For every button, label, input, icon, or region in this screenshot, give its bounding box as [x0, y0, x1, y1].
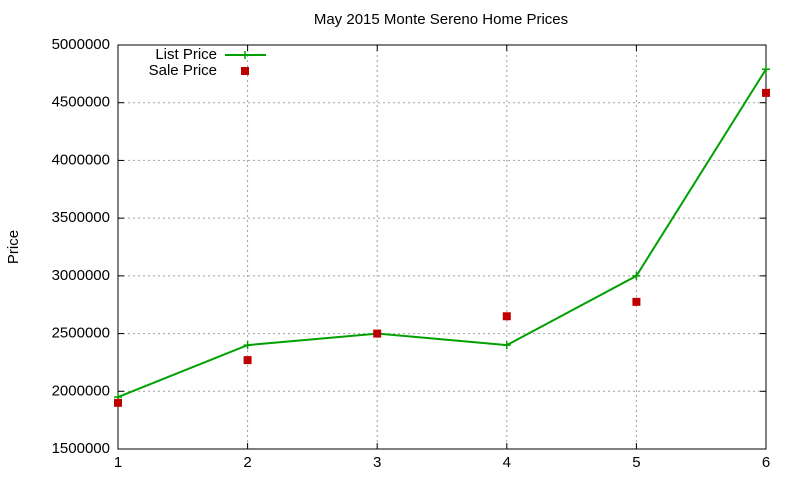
legend-label: Sale Price [149, 62, 217, 79]
y-tick-label: 5000000 [52, 36, 110, 53]
x-tick-label: 6 [762, 454, 770, 471]
point [632, 297, 641, 306]
y-tick-label: 2500000 [52, 325, 110, 342]
series-line [117, 68, 767, 398]
legend-marker [241, 51, 249, 59]
point [502, 341, 511, 350]
chart-title: May 2015 Monte Sereno Home Prices [314, 11, 568, 28]
x-tick-label: 2 [243, 454, 251, 471]
point [243, 341, 252, 350]
y-tick-label: 2000000 [52, 382, 110, 399]
point [502, 312, 511, 321]
point [114, 398, 122, 407]
y-tick-label: 3500000 [52, 209, 110, 226]
legend-label: List Price [155, 46, 217, 63]
y-axis-label: Price [5, 230, 22, 264]
point [762, 88, 770, 97]
plot-border [117, 44, 767, 450]
point [243, 356, 252, 365]
x-tick-label: 4 [503, 454, 511, 471]
point [762, 65, 770, 74]
y-tick-label: 4000000 [52, 151, 110, 168]
y-tick-label: 1500000 [52, 440, 110, 457]
point [373, 329, 382, 338]
x-tick-label: 3 [373, 454, 381, 471]
legend-marker [241, 67, 249, 75]
x-tick-label: 1 [114, 454, 122, 471]
x-tick-label: 5 [632, 454, 640, 471]
y-tick-label: 4500000 [52, 94, 110, 111]
y-tick-label: 3000000 [52, 267, 110, 284]
point [632, 271, 641, 280]
